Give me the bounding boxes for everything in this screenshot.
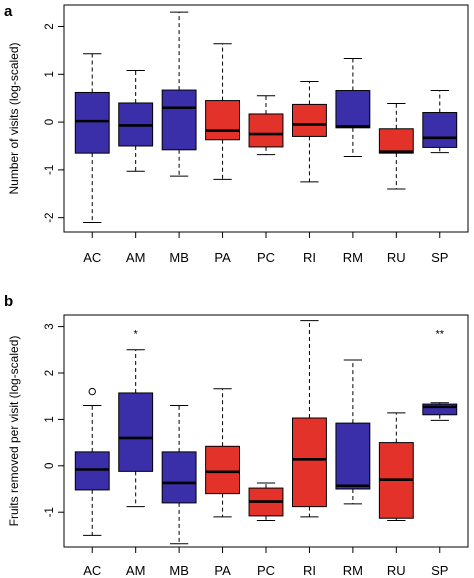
y-axis-title: Fruits removed per visit (log-scaled) — [7, 336, 21, 527]
y-tick-label: 0 — [44, 463, 56, 469]
iqr-box — [335, 422, 371, 490]
box-ru — [378, 412, 414, 522]
iqr-box — [161, 89, 197, 151]
x-tick-label: RI — [303, 250, 316, 265]
box-mb — [161, 404, 197, 545]
x-tick-label: PA — [214, 250, 231, 265]
box-ru — [378, 102, 414, 190]
y-tick-label: -1 — [44, 165, 56, 175]
box-rm — [335, 359, 371, 505]
significance-annotation: * — [134, 328, 139, 340]
y-tick-label: 1 — [44, 416, 56, 422]
x-tick-label: SP — [431, 563, 448, 578]
x-tick-label: PA — [214, 563, 231, 578]
x-tick-label: RM — [343, 250, 363, 265]
x-tick-label: RM — [343, 563, 363, 578]
box-am — [118, 349, 154, 508]
iqr-box — [422, 403, 458, 416]
box-ac — [74, 53, 110, 223]
y-tick-label: 0 — [44, 119, 56, 125]
iqr-box — [74, 91, 110, 154]
significance-annotation: ** — [435, 328, 444, 340]
box-am — [118, 69, 154, 172]
box-ac — [74, 387, 110, 536]
box-ri — [291, 320, 327, 518]
y-tick-label: 3 — [44, 323, 56, 329]
iqr-box — [74, 451, 110, 491]
x-tick-label: PC — [257, 563, 275, 578]
y-tick-label: 1 — [44, 71, 56, 77]
x-tick-label: MB — [169, 250, 189, 265]
box-pc — [248, 482, 284, 522]
x-tick-label: PC — [257, 250, 275, 265]
x-tick-label: RI — [303, 563, 316, 578]
y-tick-label: -2 — [44, 213, 56, 223]
panel-label: b — [4, 293, 13, 310]
iqr-box — [205, 445, 241, 495]
y-axis-title: Number of visits (log-scaled) — [7, 42, 21, 194]
iqr-box — [205, 100, 241, 141]
iqr-box — [378, 128, 414, 154]
iqr-box — [291, 103, 327, 137]
iqr-box — [291, 417, 327, 508]
box-ri — [291, 80, 327, 183]
box-mb — [161, 11, 197, 177]
box-pa — [205, 388, 241, 518]
iqr-box — [118, 392, 154, 472]
x-tick-label: RU — [387, 250, 406, 265]
x-tick-label: RU — [387, 563, 406, 578]
iqr-box — [335, 90, 371, 129]
box-pa — [205, 43, 241, 180]
y-tick-label: -1 — [44, 507, 56, 517]
box-pc — [248, 95, 284, 156]
box-rm — [335, 58, 371, 157]
x-tick-label: SP — [431, 250, 448, 265]
iqr-box — [422, 112, 458, 148]
x-tick-label: AM — [126, 563, 146, 578]
panel-a: a -2 -1 0 1 2 Number of visits (log-scaled) AC A… — [4, 3, 469, 265]
panel-label: a — [4, 3, 13, 20]
x-tick-label: AM — [126, 250, 146, 265]
x-tick-label: MB — [169, 563, 189, 578]
y-tick-label: 2 — [44, 23, 56, 29]
x-tick-label: AC — [83, 563, 101, 578]
iqr-box — [161, 451, 197, 504]
iqr-box — [248, 113, 284, 148]
box-sp — [422, 402, 458, 421]
y-tick-label: 2 — [44, 370, 56, 376]
panel-b: b -1 0 1 2 3 Fruits removed per visit (log-sca… — [4, 293, 469, 578]
outlier-point — [88, 387, 96, 396]
x-tick-label: AC — [83, 250, 101, 265]
box-sp — [422, 90, 458, 154]
